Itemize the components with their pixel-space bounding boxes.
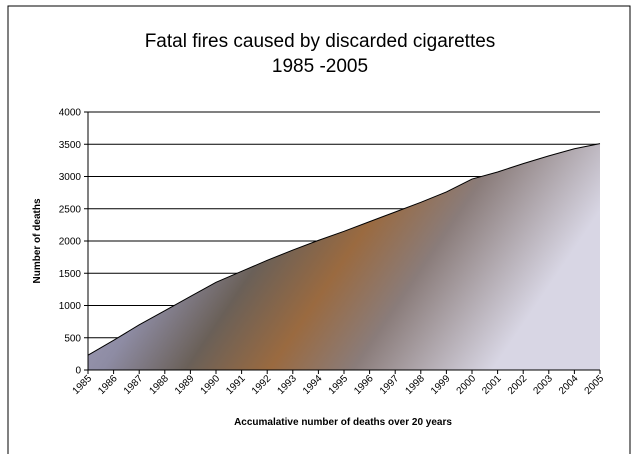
- x-tick-label: 2003: [531, 373, 555, 397]
- x-tick-label: 1992: [250, 373, 274, 397]
- y-tick-label: 0: [75, 366, 81, 377]
- x-tick-label: 2005: [583, 373, 607, 397]
- y-tick-label: 2500: [59, 204, 82, 215]
- x-tick-label: 1997: [378, 373, 402, 397]
- x-tick-label: 1996: [352, 373, 376, 397]
- x-tick-label: 1993: [275, 373, 299, 397]
- x-tick-label: 1988: [147, 373, 171, 397]
- x-tick-label: 2000: [455, 373, 479, 397]
- x-tick-label: 1991: [224, 373, 248, 397]
- x-axis-label: Accumalative number of deaths over 20 ye…: [234, 417, 452, 428]
- y-tick-label: 2000: [59, 237, 82, 248]
- chart-title: 1985 -2005: [272, 56, 368, 77]
- x-tick-label: 2001: [480, 373, 504, 397]
- x-tick-label: 2004: [557, 373, 581, 397]
- x-tick-label: 1986: [96, 373, 120, 397]
- x-tick-label: 1998: [403, 373, 427, 397]
- x-tick-label: 1994: [301, 373, 325, 397]
- y-tick-label: 4000: [59, 108, 82, 119]
- x-tick-label: 1987: [122, 373, 146, 397]
- y-tick-label: 500: [64, 333, 81, 344]
- x-tick-label: 2002: [506, 373, 530, 397]
- x-tick-label: 1990: [199, 373, 223, 397]
- area: [88, 144, 600, 370]
- y-tick-label: 3500: [59, 140, 82, 151]
- y-tick-label: 3000: [59, 172, 82, 183]
- x-tick-label: 1985: [71, 373, 95, 397]
- y-tick-label: 1500: [59, 269, 82, 280]
- chart: Fatal fires caused by discarded cigarett…: [0, 0, 638, 454]
- x-tick-label: 1995: [327, 373, 351, 397]
- y-axis-label: Number of deaths: [32, 198, 43, 283]
- x-tick-label: 1999: [429, 373, 453, 397]
- x-tick-label: 1989: [173, 373, 197, 397]
- y-tick-label: 1000: [59, 301, 82, 312]
- chart-title: Fatal fires caused by discarded cigarett…: [145, 31, 496, 52]
